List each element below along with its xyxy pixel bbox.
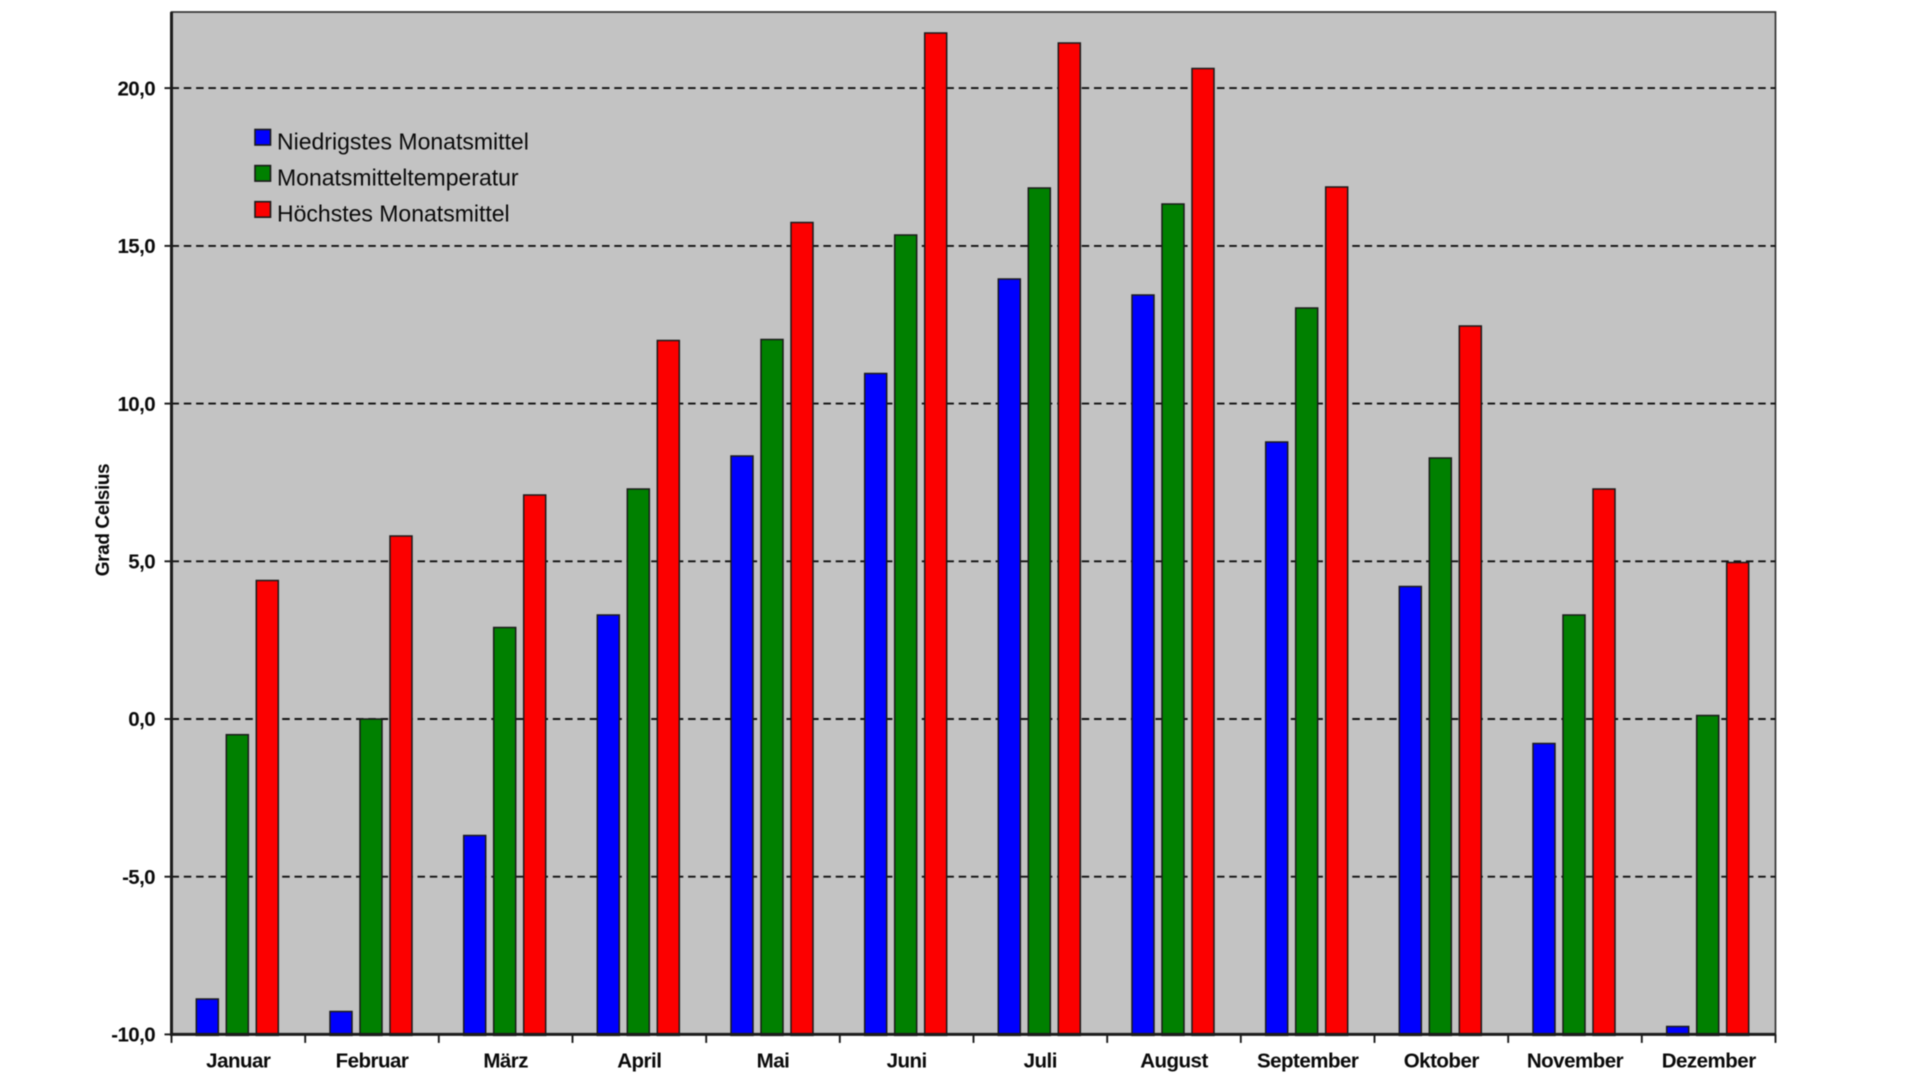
svg-text:20,0: 20,0 (118, 77, 156, 100)
svg-text:November: November (1527, 1050, 1624, 1073)
svg-text:Februar: Februar (336, 1050, 409, 1073)
svg-text:10,0: 10,0 (118, 393, 156, 416)
svg-text:März: März (483, 1050, 528, 1073)
svg-text:Dezember: Dezember (1662, 1050, 1757, 1073)
svg-text:Niedrigstes Monatsmittel: Niedrigstes Monatsmittel (277, 128, 529, 154)
svg-text:0,0: 0,0 (128, 708, 155, 731)
svg-text:Grad Celsius: Grad Celsius (93, 464, 114, 576)
svg-text:Juli: Juli (1024, 1050, 1057, 1073)
svg-text:April: April (617, 1050, 661, 1073)
svg-text:5,0: 5,0 (128, 551, 155, 574)
svg-text:Januar: Januar (206, 1050, 271, 1073)
svg-text:-10,0: -10,0 (111, 1024, 155, 1047)
svg-text:Oktober: Oktober (1404, 1050, 1480, 1073)
svg-text:August: August (1140, 1050, 1208, 1073)
svg-text:September: September (1257, 1050, 1359, 1073)
svg-text:15,0: 15,0 (118, 235, 156, 258)
svg-text:Juni: Juni (887, 1050, 927, 1073)
svg-text:Mai: Mai (757, 1050, 790, 1073)
svg-text:-5,0: -5,0 (122, 866, 155, 889)
svg-text:Höchstes Monatsmittel: Höchstes Monatsmittel (277, 201, 510, 227)
svg-text:Monatsmitteltemperatur: Monatsmitteltemperatur (277, 164, 519, 190)
